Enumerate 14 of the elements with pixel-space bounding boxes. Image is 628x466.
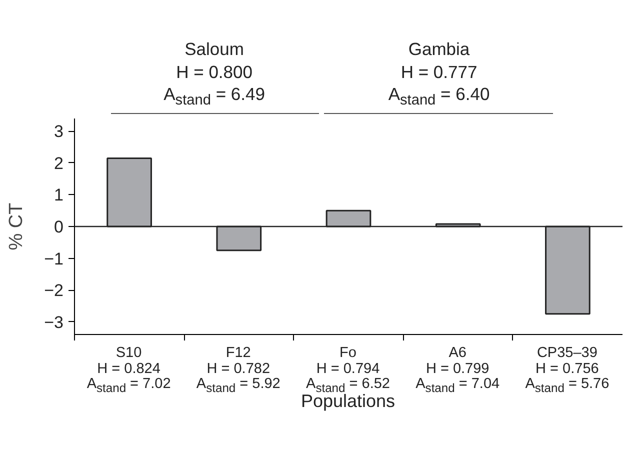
y-axis-title: % CT [6, 202, 28, 250]
x-tick-label: A6 H = 0.799 A$_{stand}$ = 7.04 [416, 345, 500, 396]
y-tick-label: −3 [44, 312, 64, 332]
y-tick-label: 2 [54, 154, 64, 173]
y-tick-label: 3 [54, 122, 64, 142]
x-tick-label: CP35–39 H = 0.756 A$_{stand}$ = 5.76 [525, 345, 610, 396]
text: Saloum H = 0.800 A$_{stand}$ = 6.49 [164, 38, 265, 110]
y-tick-label: 0 [54, 218, 64, 236]
y-tick-label: 1 [54, 186, 64, 205]
y-tick-label: −2 [44, 281, 64, 300]
x-tick-label: S10 H = 0.824 A$_{stand}$ = 7.02 [86, 345, 171, 396]
text: Gambia H = 0.777 A$_{stand}$ = 6.40 [388, 38, 490, 110]
y-tick-label: −1 [44, 249, 64, 268]
x-tick-label: F12 H = 0.782 A$_{stand}$ = 5.92 [196, 345, 280, 396]
